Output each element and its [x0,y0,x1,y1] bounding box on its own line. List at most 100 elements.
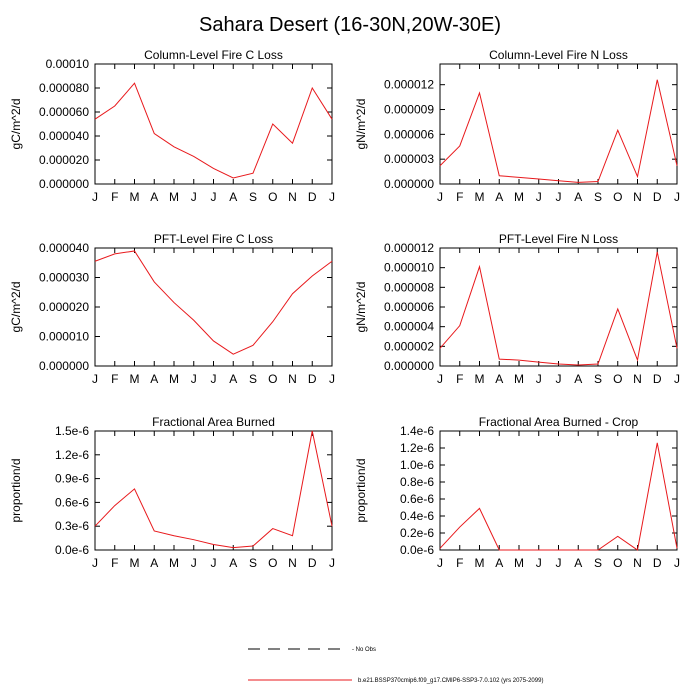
y-tick-label: 0.000000 [384,177,434,191]
panel-title: PFT-Level Fire C Loss [154,232,273,246]
series-line [94,82,333,179]
x-tick-label: A [574,556,582,570]
legend: - No Obs b.e21.BSSP370cmip6.f09_g17.CMIP6… [248,647,543,684]
panel-title: Fractional Area Burned - Crop [479,415,639,429]
x-tick-label: O [613,372,622,386]
y-tick-label: 0.000030 [39,271,89,285]
x-tick-label: S [594,372,602,386]
x-tick-label: S [594,556,602,570]
x-tick-label: N [288,556,297,570]
y-tick-label: 0.3e-6 [55,519,89,533]
x-tick-label: M [169,556,179,570]
x-tick-label: O [613,190,622,204]
y-tick-label: 0.000000 [39,359,89,373]
x-tick-label: N [288,372,297,386]
panel-title: PFT-Level Fire N Loss [499,232,618,246]
series-line [439,251,678,366]
x-tick-label: M [169,372,179,386]
chart-panel-2: Column-Level Fire N Loss gN/m^2/d 0.000000… [354,48,680,204]
x-tick-label: N [633,556,642,570]
series-line [94,430,333,549]
panel-title: Column-Level Fire C Loss [144,48,283,62]
x-tick-label: A [574,372,582,386]
y-tick-label: 0.9e-6 [55,472,89,486]
x-tick-label: A [229,556,237,570]
x-tick-label: S [249,190,257,204]
x-tick-label: A [495,372,503,386]
y-tick-label: 0.00010 [46,57,90,71]
x-tick-label: J [556,190,562,204]
y-tick-label: 0.8e-6 [400,475,434,489]
y-tick-label: 0.0e-6 [400,543,434,557]
x-tick-label: J [674,556,680,570]
y-tick-label: 1.2e-6 [55,448,89,462]
x-tick-label: J [437,556,443,570]
x-tick-label: A [495,190,503,204]
x-tick-label: N [633,190,642,204]
x-tick-label: J [211,190,217,204]
y-tick-label: 0.6e-6 [400,492,434,506]
legend-model-label: b.e21.BSSP370cmip6.f09_g17.CMIP6-SSP3-7.… [358,678,543,684]
x-tick-label: S [594,190,602,204]
y-tick-label: 1.5e-6 [55,424,89,438]
x-tick-label: M [514,190,524,204]
x-tick-label: J [211,556,217,570]
y-tick-label: 0.000020 [39,300,89,314]
x-tick-label: M [130,372,140,386]
y-tick-label: 1.2e-6 [400,441,434,455]
x-tick-label: A [229,372,237,386]
y-tick-label: 0.000002 [384,339,434,353]
y-tick-label: 1.0e-6 [400,458,434,472]
x-tick-label: J [92,190,98,204]
y-tick-label: 0.000060 [39,105,89,119]
y-tick-label: 0.000003 [384,152,434,166]
x-tick-label: O [613,556,622,570]
y-tick-label: 0.000040 [39,241,89,255]
y-tick-label: 0.4e-6 [400,509,434,523]
x-tick-label: O [268,190,277,204]
y-tick-label: 0.000004 [384,320,434,334]
x-tick-label: M [130,556,140,570]
x-tick-label: F [111,556,118,570]
x-tick-label: N [288,190,297,204]
x-tick-label: F [111,190,118,204]
x-tick-label: A [150,556,158,570]
x-tick-label: J [191,190,197,204]
x-tick-label: S [249,556,257,570]
x-tick-label: O [268,372,277,386]
x-tick-label: F [111,372,118,386]
legend-obs-label: - No Obs [352,647,376,653]
y-tick-label: 0.000006 [384,127,434,141]
x-tick-label: A [150,190,158,204]
y-tick-label: 0.000020 [39,153,89,167]
y-axis-label: gN/m^2/d [354,99,368,150]
x-tick-label: J [437,190,443,204]
x-tick-label: J [536,372,542,386]
x-tick-label: M [475,556,485,570]
series-line [439,79,678,183]
x-tick-label: D [308,556,317,570]
x-tick-label: M [169,190,179,204]
panel-title: Fractional Area Burned [152,415,275,429]
chart-panel-6: Fractional Area Burned - Crop proportion/… [354,415,680,570]
x-tick-label: M [475,190,485,204]
x-tick-label: M [514,372,524,386]
x-tick-label: J [536,556,542,570]
x-tick-label: S [249,372,257,386]
x-tick-label: J [329,190,335,204]
plot-frame [94,430,333,551]
x-tick-label: J [437,372,443,386]
x-tick-label: J [191,556,197,570]
y-tick-label: 0.000008 [384,280,434,294]
x-tick-label: J [92,556,98,570]
y-tick-label: 0.000012 [384,241,434,255]
x-tick-label: J [674,190,680,204]
y-axis-label: gN/m^2/d [354,282,368,333]
x-tick-label: J [329,372,335,386]
x-tick-label: J [211,372,217,386]
y-tick-label: 0.6e-6 [55,495,89,509]
x-tick-label: D [653,190,662,204]
plot-frame [94,247,333,367]
series-line [94,250,333,355]
panel-title: Column-Level Fire N Loss [489,48,628,62]
